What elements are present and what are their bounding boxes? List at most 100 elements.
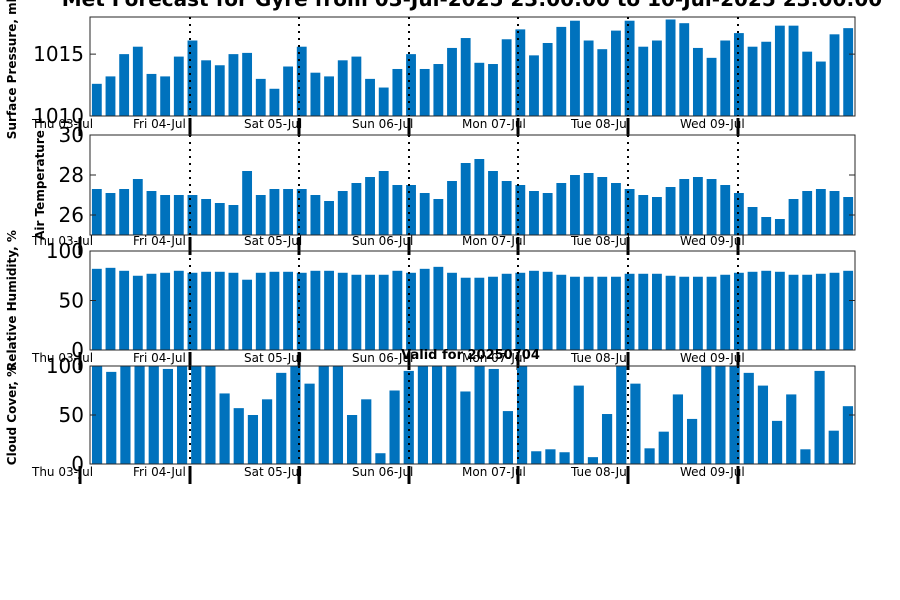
bar <box>173 270 184 350</box>
bar <box>187 272 198 350</box>
bar <box>337 272 348 350</box>
x-tick-label: Wed 09-Jul <box>680 351 745 365</box>
y-axis-label: Relative Humidity, % <box>5 230 19 371</box>
bar <box>624 189 635 235</box>
bar <box>715 366 726 464</box>
bar <box>119 189 130 235</box>
bar <box>346 415 358 464</box>
bar <box>843 28 854 116</box>
bar <box>761 217 772 235</box>
x-tick-label: Wed 09-Jul <box>680 465 745 479</box>
bar <box>351 274 362 350</box>
bar <box>802 51 813 116</box>
chart-panel-1: 1010 1015 Thu 03-Jul Fri 04-Jul Sat 05-Jul Su… <box>5 0 856 139</box>
bar <box>786 394 797 464</box>
bar <box>597 49 608 116</box>
x-tick-label: Tue 08-Jul <box>570 465 630 479</box>
bar <box>515 185 526 235</box>
bar <box>488 368 499 464</box>
bar <box>337 191 348 235</box>
bar <box>829 34 840 116</box>
bar <box>624 20 635 116</box>
bar <box>214 65 225 116</box>
bar <box>105 76 116 116</box>
bar <box>638 273 649 350</box>
bar <box>447 47 457 116</box>
bar <box>392 68 403 116</box>
x-tick-label: Fri 04-Jul <box>133 351 186 365</box>
bar <box>105 267 116 350</box>
bar <box>276 372 287 464</box>
bar <box>304 383 315 464</box>
bar <box>310 72 321 116</box>
bar <box>529 270 539 350</box>
bar <box>842 406 854 464</box>
bar <box>205 366 216 464</box>
bar <box>679 23 690 116</box>
bar <box>120 366 131 464</box>
x-tick-label: Tue 08-Jul <box>570 117 630 131</box>
bar <box>771 420 783 464</box>
bar <box>160 272 171 350</box>
bar <box>774 219 785 235</box>
bar <box>91 189 102 235</box>
y-tick-label: 50 <box>59 289 84 313</box>
bar <box>652 197 662 235</box>
bar <box>556 274 567 350</box>
bar <box>747 271 758 350</box>
bar <box>720 40 731 117</box>
x-tick-label: Mon 07-Jul <box>462 117 526 131</box>
bar <box>556 26 567 116</box>
bar <box>242 52 253 116</box>
bar <box>351 56 362 116</box>
bar <box>337 60 348 116</box>
bar <box>419 268 430 350</box>
bar <box>134 366 145 464</box>
bar <box>91 83 102 116</box>
bar <box>559 452 570 464</box>
bar <box>774 271 785 350</box>
bar <box>233 408 244 464</box>
bar <box>228 54 239 117</box>
bar <box>488 276 498 350</box>
y-tick-label: 1015 <box>33 42 84 66</box>
figure-title: Met Forecast for Gyre from 03-Jul-2025 2… <box>62 0 882 11</box>
bar <box>761 41 772 116</box>
bar <box>403 370 414 464</box>
bar <box>406 272 416 350</box>
y-tick-label: 28 <box>59 163 84 187</box>
bar <box>324 201 334 235</box>
bar <box>460 391 471 464</box>
bar <box>160 76 171 116</box>
bar <box>389 390 400 464</box>
x-tick-label: Tue 08-Jul <box>570 351 630 365</box>
x-tick-label: Sun 06-Jul <box>352 117 413 131</box>
bar <box>587 457 599 464</box>
bar <box>800 449 811 464</box>
bar <box>474 62 485 116</box>
bar <box>545 449 556 464</box>
bar <box>611 276 621 350</box>
bar <box>406 185 416 235</box>
y-tick-label: 0 <box>71 338 84 362</box>
x-tick-label: Thu 03-Jul <box>31 351 93 365</box>
bar <box>583 40 594 117</box>
bar <box>290 366 301 464</box>
y-axis-label: Air Temperature <box>33 130 47 240</box>
bar <box>665 275 676 350</box>
bar <box>201 199 212 235</box>
bar <box>597 276 608 350</box>
bar <box>665 19 676 117</box>
bar <box>417 366 429 464</box>
bar <box>160 195 171 235</box>
bar <box>542 42 553 116</box>
bar <box>446 366 457 464</box>
bar <box>162 368 174 464</box>
bar <box>201 271 212 350</box>
x-tick-label: Sun 06-Jul <box>352 465 413 479</box>
bar <box>106 371 117 464</box>
x-tick-label: Sat 05-Jul <box>244 234 302 248</box>
bar <box>843 270 854 350</box>
bar <box>392 185 403 235</box>
bar <box>296 272 307 350</box>
